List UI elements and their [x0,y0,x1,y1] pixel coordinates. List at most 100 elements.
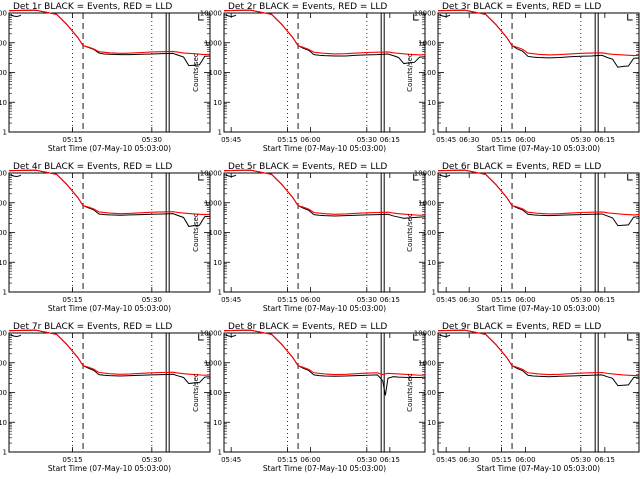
y-axis-label: Counts/sec [406,53,414,92]
x-axis-label: Start Time (07-May-10 05:03:00) [477,144,600,153]
y-tick-label: 10000 [200,10,222,18]
start-marker [225,334,237,337]
y-axis-label: Counts/sec [406,373,414,412]
lld-series-line [8,9,211,56]
y-tick-label: 10 [213,419,222,427]
y-tick-label: 10000 [0,330,7,338]
x-axis-label: Start Time (07-May-10 05:03:00) [263,304,386,313]
events-series-line [437,169,640,227]
y-tick-label: 1000 [0,39,7,47]
y-tick-label: 100 [0,229,7,237]
x-tick-label: 05:15 [62,136,82,144]
y-tick-label: 10 [427,99,436,107]
events-series-line [437,9,640,68]
y-tick-label: 1 [432,449,436,457]
y-tick-label: 100 [423,389,436,397]
start-marker [225,174,237,177]
lld-series-line [437,9,640,57]
x-tick-label: 05:30 [357,456,377,464]
bracket-marker [198,14,204,21]
y-tick-label: 10000 [0,170,7,178]
y-tick-label: 10000 [200,330,222,338]
x-tick-label: 05:45 [436,456,456,464]
x-tick-label: 05:15 [491,296,511,304]
plot-frame [223,172,426,293]
y-tick-label: 1 [218,129,222,137]
panel-7: Det 7r BLACK = Events, RED = LLD11010010… [0,322,479,473]
events-series-line [223,169,426,219]
x-tick-label: 05:30 [142,456,162,464]
lld-series-line [223,329,426,376]
y-tick-label: 10000 [414,170,436,178]
lld-series-line [437,329,640,377]
y-tick-label: 100 [209,229,222,237]
panel-2: Det 2r BLACK = Events, RED = LLD11010010… [192,2,615,153]
plot-frame [223,12,426,133]
x-tick-label: 05:30 [571,296,591,304]
y-axis-label: Counts/sec [406,213,414,252]
x-axis-label: Start Time (07-May-10 05:03:00) [477,304,600,313]
panel-5: Det 5r BLACK = Events, RED = LLD11010010… [192,162,615,313]
y-tick-label: 10000 [200,170,222,178]
lld-series-line [8,169,211,216]
panel-title: Det 2r BLACK = Events, RED = LLD [228,2,387,12]
x-tick-label: 05:15 [62,456,82,464]
start-marker [439,14,451,17]
x-tick-label: 05:15 [491,136,511,144]
start-marker [439,174,451,177]
x-tick-label: 06:30 [459,296,479,304]
y-tick-label: 1000 [204,39,222,47]
panel-8: Det 8r BLACK = Events, RED = LLD11010010… [192,322,615,473]
panel-1: Det 1r BLACK = Events, RED = LLD11010010… [0,2,479,153]
events-series-line [437,329,640,387]
x-tick-label: 06:15 [380,296,400,304]
x-tick-label: 05:30 [571,456,591,464]
x-tick-label: 06:00 [300,456,320,464]
plot-frame [437,332,640,453]
panel-6: Det 6r BLACK = Events, RED = LLD 1 10 100 10… [406,162,640,313]
x-tick-label: 06:00 [515,456,535,464]
x-tick-label: 06:15 [595,136,615,144]
x-tick-label: 05:45 [436,296,456,304]
y-tick-label: 10000 [0,10,7,18]
y-tick-label: 1000 [0,199,7,207]
y-tick-label: 100 [209,69,222,77]
bracket-marker [413,14,419,21]
x-axis-label: Start Time (07-May-10 05:03:00) [477,464,600,473]
x-tick-label: 06:15 [595,296,615,304]
y-tick-label: 100 [209,389,222,397]
y-tick-label: 1000 [418,39,436,47]
bracket-marker [627,14,633,21]
plot-frame [437,172,640,293]
y-tick-label: 1000 [0,359,7,367]
events-series-line [223,329,426,396]
x-tick-label: 05:30 [357,296,377,304]
lld-series-line [223,169,426,216]
x-tick-label: 06:00 [515,136,535,144]
y-tick-label: 1000 [204,359,222,367]
y-axis-label: Counts/sec [192,213,200,252]
x-tick-label: 06:00 [300,296,320,304]
y-tick-label: 10 [427,419,436,427]
bracket-marker [413,334,419,341]
lld-series-line [223,9,426,56]
start-marker [439,334,451,337]
bracket-marker [627,174,633,181]
x-tick-label: 05:30 [142,296,162,304]
x-tick-label: 06:15 [380,456,400,464]
y-tick-label: 1 [432,129,436,137]
y-tick-label: 1000 [418,359,436,367]
start-marker [225,14,237,17]
x-axis-label: Start Time (07-May-10 05:03:00) [263,464,386,473]
panel-3: Det 3r BLACK = Events, RED = LLD 1 10 100 10… [406,2,640,153]
y-tick-label: 10 [213,99,222,107]
y-tick-label: 10 [0,419,7,427]
y-tick-label: 100 [423,69,436,77]
plot-frame [8,332,211,453]
start-marker [10,334,22,337]
x-tick-label: 06:30 [459,136,479,144]
x-tick-label: 05:15 [62,296,82,304]
x-tick-label: 05:30 [357,136,377,144]
y-tick-label: 10000 [414,330,436,338]
